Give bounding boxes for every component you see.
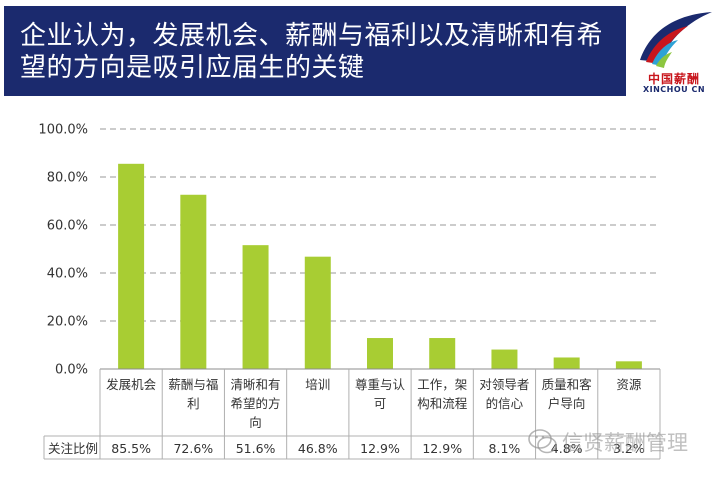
y-tick-label: 40.0% — [47, 267, 88, 282]
logo-swoosh-icon — [640, 12, 712, 68]
data-label: 46.8% — [298, 441, 338, 456]
data-label: 8.1% — [489, 441, 521, 456]
table-series-label: 关注比例 — [48, 441, 98, 456]
data-label: 12.9% — [360, 441, 400, 456]
wechat-icon — [528, 429, 557, 454]
x-category-label: 清晰和有希望的方向 — [231, 377, 281, 430]
x-category-label: 工作，架构和流程 — [417, 377, 468, 411]
y-tick-label: 100.0% — [38, 123, 88, 138]
bar — [180, 194, 207, 369]
page-title: 企业认为，发展机会、薪酬与福利以及清晰和有希望的方向是吸引应届生的关键 — [20, 21, 604, 83]
bar — [367, 338, 393, 369]
x-category-label: 发展机会 — [106, 377, 157, 392]
x-category-label: 对领导者的信心 — [479, 377, 529, 411]
x-category-label: 尊重与认可 — [355, 377, 406, 411]
logo-en-text: XINCHOU CN — [642, 85, 706, 94]
watermark-text: 信贤薪酬管理 — [562, 431, 688, 455]
bar — [553, 357, 580, 369]
data-label: 85.5% — [111, 441, 151, 456]
data-label: 51.6% — [236, 441, 276, 456]
y-tick-label: 80.0% — [47, 171, 88, 186]
data-label: 3.2% — [613, 441, 645, 456]
y-tick-label: 0.0% — [55, 363, 88, 378]
y-tick-label: 60.0% — [47, 219, 88, 234]
bar — [429, 338, 456, 369]
bar — [615, 361, 642, 369]
y-tick-label: 20.0% — [47, 315, 88, 330]
x-category-label: 质量和客户导向 — [542, 377, 593, 411]
data-label: 72.6% — [173, 441, 213, 456]
bar — [118, 163, 145, 369]
data-label: 12.9% — [422, 441, 462, 456]
x-category-label: 资源 — [616, 377, 642, 392]
watermark: 信贤薪酬管理 — [528, 424, 688, 460]
data-label: 4.8% — [551, 441, 583, 456]
title-banner: 企业认为，发展机会、薪酬与福利以及清晰和有希望的方向是吸引应届生的关键 — [4, 6, 626, 96]
bar — [304, 256, 331, 369]
logo-cn-text: 中国薪酬 — [647, 72, 700, 86]
bar — [242, 245, 269, 369]
x-category-label: 培训 — [305, 377, 330, 392]
brand-logo: 中国薪酬 XINCHOU CN — [630, 8, 718, 96]
x-category-label: 薪酬与福利 — [168, 377, 218, 411]
bar — [491, 349, 518, 369]
